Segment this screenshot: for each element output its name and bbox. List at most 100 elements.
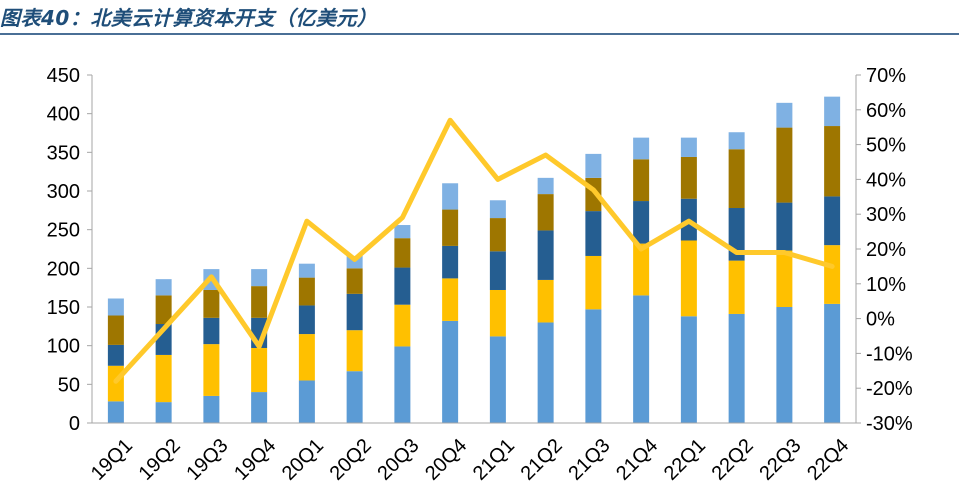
bar-21Q4-s3 <box>633 201 650 244</box>
y2-tick-label: -20% <box>866 378 913 400</box>
bar-21Q3-s3 <box>585 211 602 256</box>
bar-19Q2-s4 <box>155 295 172 325</box>
y-tick-label: 400 <box>47 104 80 126</box>
bar-20Q4-s4 <box>442 209 459 246</box>
x-tick-label: 20Q3 <box>373 435 423 485</box>
bar-22Q4-s4 <box>824 126 841 197</box>
bar-19Q4-s5 <box>251 269 268 287</box>
x-tick-label: 20Q2 <box>326 435 376 485</box>
bar-20Q4-s3 <box>442 245 459 279</box>
y-tick-label: 300 <box>47 181 80 203</box>
y-axis-left-labels: 0 50 100 150 200 250 300 350 400 450 <box>47 65 92 435</box>
bar-19Q2-s5 <box>155 279 172 296</box>
bar-22Q4-s1 <box>824 303 841 423</box>
growth-line <box>113 117 835 384</box>
bar-21Q2-s3 <box>537 230 554 280</box>
title-rule <box>0 33 959 35</box>
bar-19Q4-s4 <box>251 286 268 318</box>
bar-19Q2-s1 <box>155 402 172 423</box>
x-tick-label: 22Q1 <box>660 435 710 485</box>
y2-tick-label: 60% <box>866 100 906 122</box>
bar-20Q3-s5 <box>394 225 411 239</box>
bar-22Q3-s4 <box>776 127 793 203</box>
y2-tick-label: 30% <box>866 204 906 226</box>
bar-19Q3-s1 <box>203 395 220 423</box>
bar-20Q1-s5 <box>298 263 315 278</box>
bar-22Q3-s2 <box>776 250 793 307</box>
y-tick-label: 50 <box>58 374 80 396</box>
bar-22Q2-s2 <box>728 260 745 314</box>
y-tick-label: 250 <box>47 220 80 242</box>
x-tick-label: 21Q4 <box>612 435 662 485</box>
bar-22Q2-s1 <box>728 313 745 423</box>
bar-19Q3-s4 <box>203 289 220 318</box>
bar-22Q3-s5 <box>776 102 793 128</box>
bar-22Q1-s1 <box>680 316 697 423</box>
bar-21Q3-s1 <box>585 309 602 423</box>
y-tick-label: 150 <box>47 297 80 319</box>
bar-21Q4-s4 <box>633 159 650 202</box>
bar-19Q4-s1 <box>251 392 268 423</box>
y-tick-label: 200 <box>47 258 80 280</box>
bar-22Q2-s5 <box>728 132 745 150</box>
y2-tick-label: 70% <box>866 65 906 87</box>
bar-19Q1-s1 <box>107 401 124 423</box>
y2-tick-label: -30% <box>866 413 913 435</box>
bar-21Q4-s1 <box>633 295 650 423</box>
x-tick-label: 19Q2 <box>135 435 185 485</box>
bar-21Q2-s5 <box>537 177 554 195</box>
bar-20Q2-s2 <box>346 330 363 372</box>
bar-22Q1-s4 <box>680 156 697 199</box>
x-tick-label: 21Q1 <box>469 435 519 485</box>
y-tick-label: 450 <box>47 65 80 87</box>
bar-21Q2-s1 <box>537 322 554 423</box>
bar-21Q3-s5 <box>585 153 602 178</box>
growth-line-layer <box>113 117 835 384</box>
bar-22Q1-s5 <box>680 137 697 157</box>
x-tick-label: 22Q2 <box>708 435 758 485</box>
bar-20Q3-s1 <box>394 346 411 423</box>
bar-21Q3-s2 <box>585 255 602 310</box>
bar-22Q3-s1 <box>776 307 793 423</box>
bar-21Q1-s3 <box>489 251 506 290</box>
y2-tick-label: 40% <box>866 169 906 191</box>
x-tick-label: 21Q3 <box>564 435 614 485</box>
x-tick-label: 19Q4 <box>230 435 280 485</box>
bar-22Q3-s3 <box>776 202 793 251</box>
y-tick-label: 350 <box>47 142 80 164</box>
bar-19Q3-s3 <box>203 317 220 345</box>
x-tick-label: 22Q4 <box>803 435 853 485</box>
bar-21Q1-s2 <box>489 289 506 337</box>
bar-20Q1-s1 <box>298 380 315 423</box>
bar-21Q2-s4 <box>537 194 554 231</box>
bar-20Q1-s3 <box>298 305 315 335</box>
y2-tick-label: -10% <box>866 343 913 365</box>
bar-20Q3-s4 <box>394 238 411 268</box>
bar-20Q2-s1 <box>346 371 363 423</box>
bar-20Q4-s1 <box>442 320 459 423</box>
bar-22Q2-s4 <box>728 149 745 209</box>
bar-19Q2-s2 <box>155 354 172 403</box>
y-tick-label: 100 <box>47 336 80 358</box>
bar-20Q4-s2 <box>442 278 459 321</box>
bar-21Q4-s5 <box>633 137 650 160</box>
y2-tick-label: 10% <box>866 274 906 296</box>
bar-20Q1-s2 <box>298 334 315 381</box>
bar-20Q1-s4 <box>298 277 315 306</box>
bar-22Q1-s2 <box>680 240 697 317</box>
bars-layer <box>107 96 841 423</box>
bar-19Q4-s2 <box>251 347 268 393</box>
bar-19Q3-s2 <box>203 344 220 396</box>
bar-19Q1-s3 <box>107 344 124 366</box>
y2-tick-label: 0% <box>866 309 895 331</box>
bar-21Q1-s4 <box>489 218 506 252</box>
y-axis-right-labels: -30% -20% -10% 0% 10% 20% 30% 40% 50% 60% 70% <box>856 65 913 435</box>
y-tick-label: 0 <box>69 413 80 435</box>
y2-tick-label: 50% <box>866 135 906 157</box>
bar-21Q1-s1 <box>489 336 506 423</box>
x-tick-label: 20Q4 <box>421 435 471 485</box>
bar-21Q1-s5 <box>489 200 506 219</box>
bar-19Q1-s4 <box>107 315 124 345</box>
bar-21Q2-s2 <box>537 279 554 323</box>
